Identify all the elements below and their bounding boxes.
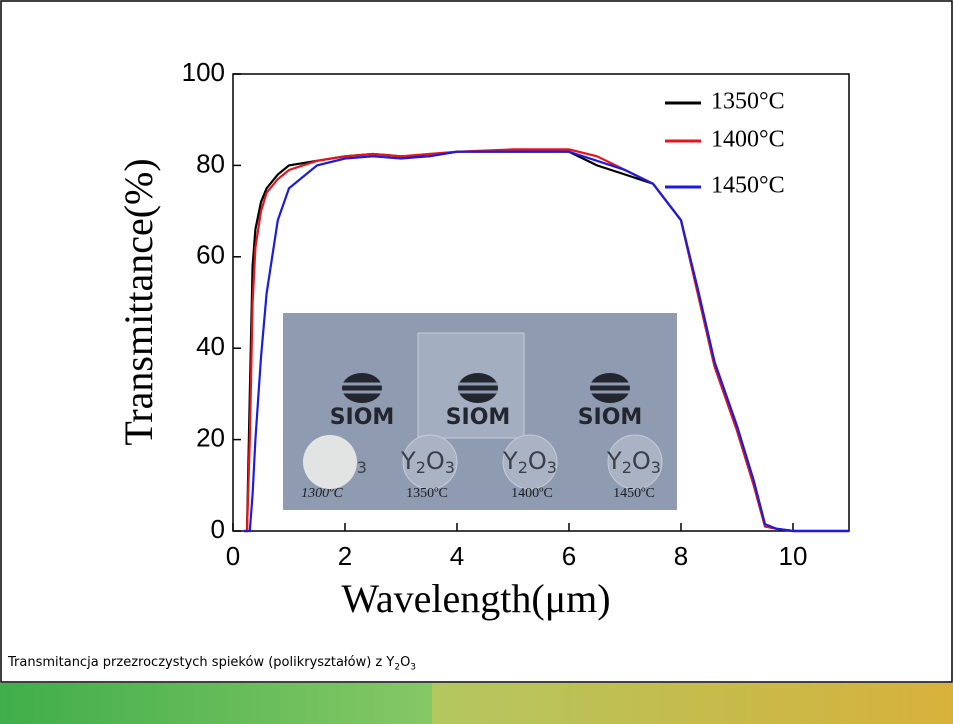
caption-part: Transmitancja przezroczystych spieków (p… [8, 655, 395, 670]
series-line [244, 150, 849, 533]
y-tick-label: 40 [196, 331, 225, 361]
glass-plate [417, 332, 525, 439]
legend-label: 1400°C [711, 127, 785, 153]
formula-part: Y [502, 447, 518, 475]
footer-band [0, 683, 432, 724]
legend-label: 1450°C [711, 173, 785, 199]
clear-disc [607, 434, 663, 490]
formula: Y2O3 [502, 447, 557, 477]
logo-mark [590, 373, 630, 403]
slide-border [0, 0, 953, 683]
inset-photo: SIOMSIOMSIOMY2O31300ºCY2O31350ºCY2O31400… [283, 313, 677, 510]
sample-temp: 1300ºC [301, 486, 343, 501]
formula: Y2O3 [400, 447, 455, 477]
logo-text: SIOM [330, 405, 395, 430]
caption-part: 2 [394, 662, 401, 673]
caption-part: O [400, 655, 411, 670]
y-tick-label: 0 [211, 514, 225, 544]
x-axis-title: Wavelength(μm) [341, 576, 610, 621]
formula-part: O [426, 447, 445, 475]
formula-part: Y [606, 447, 622, 475]
x-tick-label: 10 [779, 541, 808, 571]
formula-part: 2 [518, 458, 528, 477]
clear-disc [402, 434, 458, 490]
opaque-disc [303, 435, 357, 489]
sample-temp: 1400ºC [511, 486, 553, 501]
formula-part: Y [400, 447, 416, 475]
formula-part: 3 [445, 458, 455, 477]
y-tick-label: 20 [196, 422, 225, 452]
x-tick-label: 6 [562, 541, 576, 571]
caption: Transmitancja przezroczystych spieków (p… [8, 655, 416, 673]
sample-temp: 1450ºC [613, 486, 655, 501]
x-tick-label: 0 [226, 541, 240, 571]
formula-part: 3 [547, 458, 557, 477]
formula-part: 2 [416, 458, 426, 477]
formula-part: 3 [357, 458, 367, 477]
y-tick-label: 100 [182, 57, 225, 87]
plot-frame [232, 73, 850, 532]
formula-part: O [528, 447, 547, 475]
y-axis-title: Transmittance(%) [116, 158, 161, 445]
chart: Wavelength(μm) Transmittance(%) 0 2 4 6 8 100… [0, 0, 953, 683]
sample-temp: 1350ºC [406, 486, 448, 501]
formula-part: 3 [651, 458, 661, 477]
logo-text: SIOM [446, 405, 511, 430]
legend-label: 1350°C [711, 89, 785, 115]
y-tick-label: 60 [196, 240, 225, 270]
x-tick-label: 2 [338, 541, 352, 571]
x-tick-label: 8 [674, 541, 688, 571]
logo-mark [342, 373, 382, 403]
caption-part: 3 [410, 662, 417, 673]
formula-part: O [632, 447, 651, 475]
clear-disc [502, 434, 558, 490]
logo-mark [458, 373, 498, 403]
y-tick-label: 80 [196, 148, 225, 178]
footer-band [432, 683, 953, 724]
formula: Y2O3 [606, 447, 661, 477]
formula-part: 2 [622, 458, 632, 477]
logo-text: SIOM [578, 405, 643, 430]
x-tick-label: 4 [450, 541, 464, 571]
